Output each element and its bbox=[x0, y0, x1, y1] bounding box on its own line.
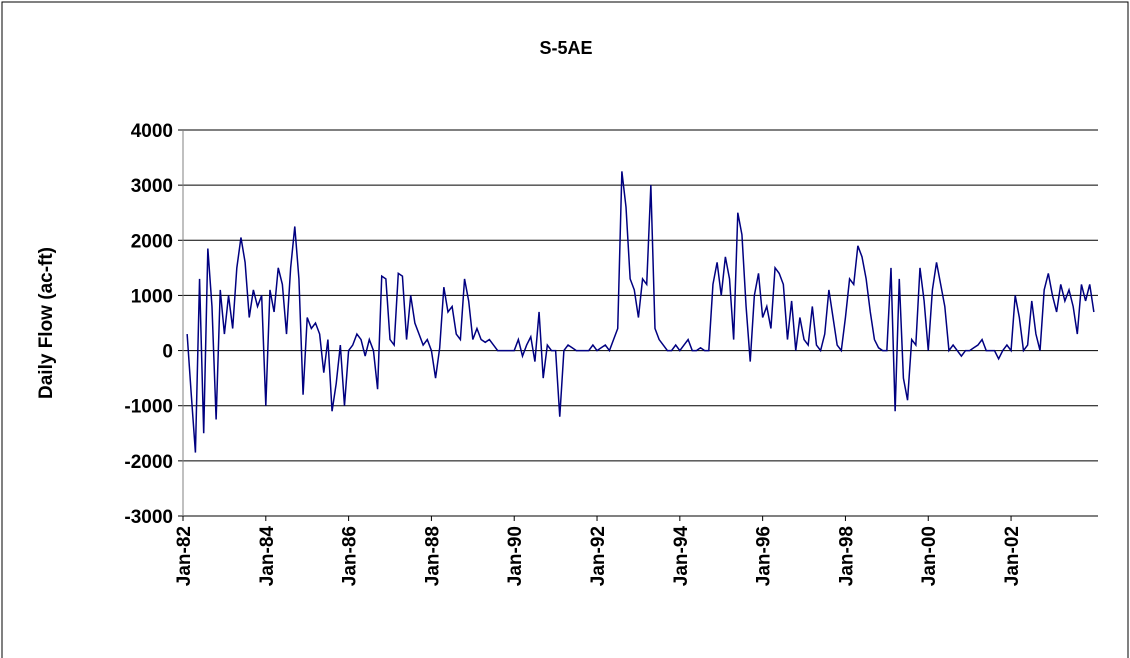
x-tick-label: Jan-92 bbox=[588, 526, 609, 586]
data-line bbox=[186, 171, 1095, 453]
y-tick-label: -2000 bbox=[124, 452, 173, 473]
x-tick-label: Jan-02 bbox=[1002, 526, 1023, 586]
y-tick-label: 3000 bbox=[131, 176, 173, 197]
y-tick-label: 2000 bbox=[131, 231, 173, 252]
x-tick-label: Jan-00 bbox=[919, 526, 940, 586]
x-tick-label: Jan-98 bbox=[836, 526, 857, 586]
y-tick-label: -1000 bbox=[124, 397, 173, 418]
y-tick-label: 1000 bbox=[131, 286, 173, 307]
y-tick-label: 0 bbox=[162, 342, 173, 363]
x-tick-label: Jan-82 bbox=[174, 526, 195, 586]
chart-title: S-5AE bbox=[539, 38, 592, 58]
x-tick-label: Jan-90 bbox=[505, 526, 526, 586]
y-tick-label: 4000 bbox=[131, 121, 173, 142]
x-tick-label: Jan-96 bbox=[754, 526, 775, 586]
y-tick-label: -3000 bbox=[124, 507, 173, 528]
y-axis-label: Daily Flow (ac-ft) bbox=[36, 247, 57, 399]
x-tick-label: Jan-94 bbox=[671, 526, 692, 587]
x-tick-label: Jan-88 bbox=[422, 526, 443, 586]
x-tick-label: Jan-86 bbox=[340, 526, 361, 586]
x-tick-label: Jan-84 bbox=[257, 526, 278, 587]
